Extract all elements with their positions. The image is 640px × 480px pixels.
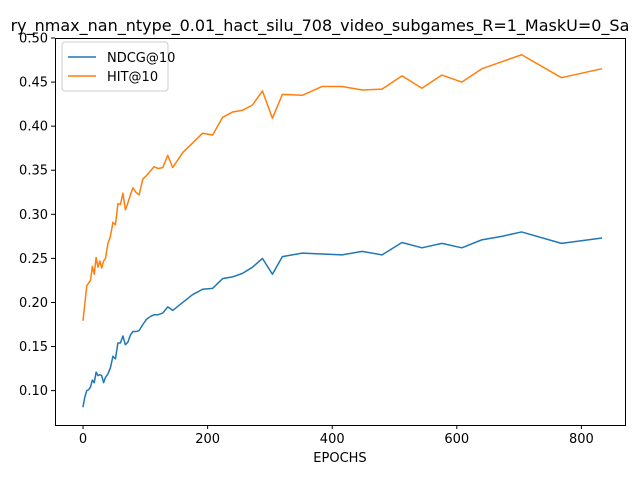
x-tick-label: 800 xyxy=(569,432,594,447)
x-tick-label: 200 xyxy=(195,432,220,447)
y-tick-label: 0.20 xyxy=(19,296,48,311)
legend-label-ndcg: NDCG@10 xyxy=(107,51,175,66)
series-line-hit xyxy=(82,54,603,321)
x-tick-label: 400 xyxy=(320,432,345,447)
y-tick-label: 0.25 xyxy=(19,252,48,267)
chart-title: ry_nmax_nan_ntype_0.01_hact_silu_708_vid… xyxy=(11,16,630,36)
series-group xyxy=(82,54,603,408)
x-tick-label: 0 xyxy=(79,432,87,447)
y-tick-label: 0.45 xyxy=(19,76,48,91)
y-tick-label: 0.15 xyxy=(19,340,48,355)
x-axis-label: EPOCHS xyxy=(313,451,366,466)
y-tick-label: 0.35 xyxy=(19,164,48,179)
legend-label-hit: HIT@10 xyxy=(107,70,158,85)
x-axis: 0 200 400 600 800 xyxy=(79,425,594,447)
legend: NDCG@10 HIT@10 xyxy=(61,41,175,92)
y-axis: 0.10 0.15 0.20 0.25 0.30 0.35 0.40 0.45 0.50 xyxy=(19,32,55,399)
legend-box xyxy=(61,41,169,92)
x-tick-label: 600 xyxy=(444,432,469,447)
y-tick-label: 0.40 xyxy=(19,120,48,135)
y-tick-label: 0.10 xyxy=(19,384,48,399)
y-tick-label: 0.50 xyxy=(19,32,48,47)
series-line-ndcg xyxy=(82,231,603,408)
y-tick-label: 0.30 xyxy=(19,208,48,223)
plot-frame xyxy=(55,38,626,426)
